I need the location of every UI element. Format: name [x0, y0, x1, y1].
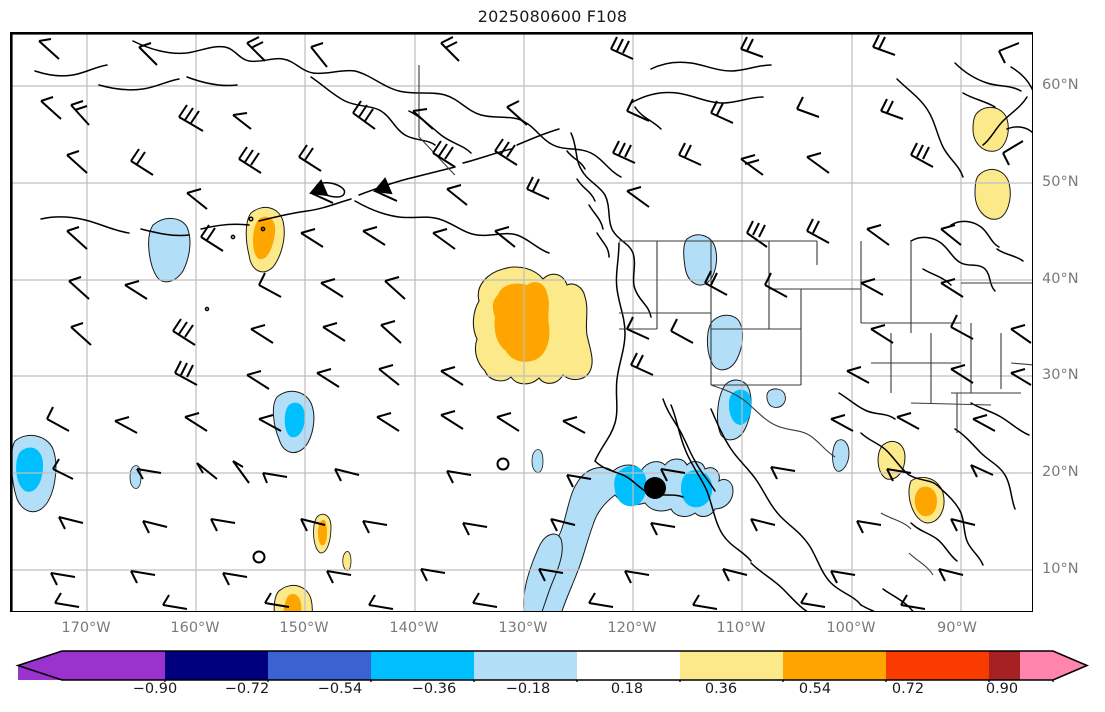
- x-tick-100w: 100°W: [826, 620, 876, 636]
- colorbar-band-8: [783, 651, 886, 680]
- colorbar-label-4: −0.36: [411, 681, 457, 697]
- colorbar-band-6: [577, 651, 680, 680]
- colorbar-band-3: [268, 651, 371, 680]
- x-tick-110w: 110°W: [716, 620, 766, 636]
- colorbar-band-11: [1020, 651, 1053, 680]
- shaded-region-arizona-core: [729, 389, 752, 425]
- colorbar-bands: [18, 651, 1087, 680]
- shaded-region-hudson-positive: [972, 106, 1009, 152]
- colorbar-band-10b: [989, 651, 1020, 680]
- colorbar-band-5: [474, 651, 577, 680]
- shaded-region-hawaii-positive-core: [318, 519, 327, 546]
- colorbar-band-4: [371, 651, 474, 680]
- shaded-region-utah-negative: [706, 314, 744, 371]
- colorbar-band-1: [62, 651, 165, 680]
- shaded-region-baja-core-b: [681, 470, 713, 508]
- x-tick-150w: 150°W: [279, 620, 329, 636]
- colorbar-label-7: 0.36: [704, 681, 738, 697]
- y-tick-10n: 10°N: [1042, 561, 1079, 577]
- colorbar-label-3: −0.54: [317, 681, 363, 697]
- shaded-region-ontario-positive: [974, 168, 1011, 220]
- x-tick-170w: 170°W: [61, 620, 111, 636]
- shaded-region-baja-core-a: [614, 465, 647, 507]
- colorbar[interactable]: [10, 649, 1095, 682]
- shaded-anomaly-layer: [472, 266, 593, 385]
- colorbar-canvas: [15, 650, 1090, 682]
- shaded-region-small-pacific-speck: [531, 449, 544, 473]
- storm-center-marker[interactable]: [644, 477, 666, 499]
- colorbar-label-10: 0.90: [985, 681, 1019, 697]
- y-tick-50n: 50°N: [1042, 174, 1079, 190]
- colorbar-band-2: [165, 651, 268, 680]
- shaded-region-west-pacific-core: [16, 447, 43, 492]
- page-title: 2025080600 F108: [477, 7, 628, 26]
- shaded-region-ne-pacific-core: [492, 282, 550, 362]
- colorbar-label-8: 0.54: [798, 681, 832, 697]
- shaded-region-baja-negative: [523, 458, 734, 611]
- y-tick-60n: 60°N: [1042, 77, 1079, 93]
- wind-barb-layer: [38, 34, 1032, 610]
- colorbar-band-7: [680, 651, 783, 680]
- x-tick-120w: 120°W: [607, 620, 657, 636]
- colorbar-label-2: −0.72: [224, 681, 270, 697]
- shaded-region-texas-speck: [832, 439, 850, 472]
- shaded-region-north-pacific-negative: [11, 218, 718, 513]
- map-frame: [11, 33, 1032, 611]
- colorbar-extend-low: [18, 651, 62, 680]
- y-tick-40n: 40°N: [1042, 271, 1079, 287]
- shaded-region-nm-speck: [766, 388, 786, 408]
- colorbar-band-9: [886, 651, 989, 680]
- shaded-region-gulf-positive: [877, 441, 906, 480]
- x-tick-160w: 160°W: [170, 620, 220, 636]
- x-tick-90w: 90°W: [936, 620, 978, 636]
- y-tick-30n: 30°N: [1042, 367, 1079, 383]
- shaded-region-sw-us-negative: [706, 314, 850, 472]
- x-tick-140w: 140°W: [389, 620, 439, 636]
- x-tick-130w: 130°W: [498, 620, 548, 636]
- shaded-region-alaska-south-core: [253, 216, 276, 260]
- colorbar-outline: [15, 650, 1090, 681]
- shaded-region-yucatan-core: [914, 486, 937, 517]
- shaded-region-gulf-alaska: [148, 218, 191, 283]
- shaded-region-baja-tail: [523, 533, 563, 611]
- colorbar-label-9: 0.72: [891, 681, 925, 697]
- political-border-layer: [418, 65, 1032, 576]
- colorbar-label-5: −0.18: [505, 681, 551, 697]
- y-tick-20n: 20°N: [1042, 464, 1079, 480]
- coastline-layer: [34, 40, 1032, 611]
- colorbar-extend-high: [1053, 651, 1087, 680]
- colorbar-label-6: 0.18: [610, 681, 644, 697]
- colorbar-ticks: [164, 680, 1054, 682]
- shaded-region-pacific-tiny-positive: [342, 551, 352, 571]
- shaded-region-bc-coast: [683, 234, 718, 286]
- shaded-region-positive-small: [245, 106, 1011, 611]
- colorbar-label-1: −0.90: [132, 681, 178, 697]
- shaded-region-socal-core: [284, 402, 305, 438]
- map-plot-area[interactable]: [10, 32, 1033, 612]
- map-canvas: [11, 33, 1032, 611]
